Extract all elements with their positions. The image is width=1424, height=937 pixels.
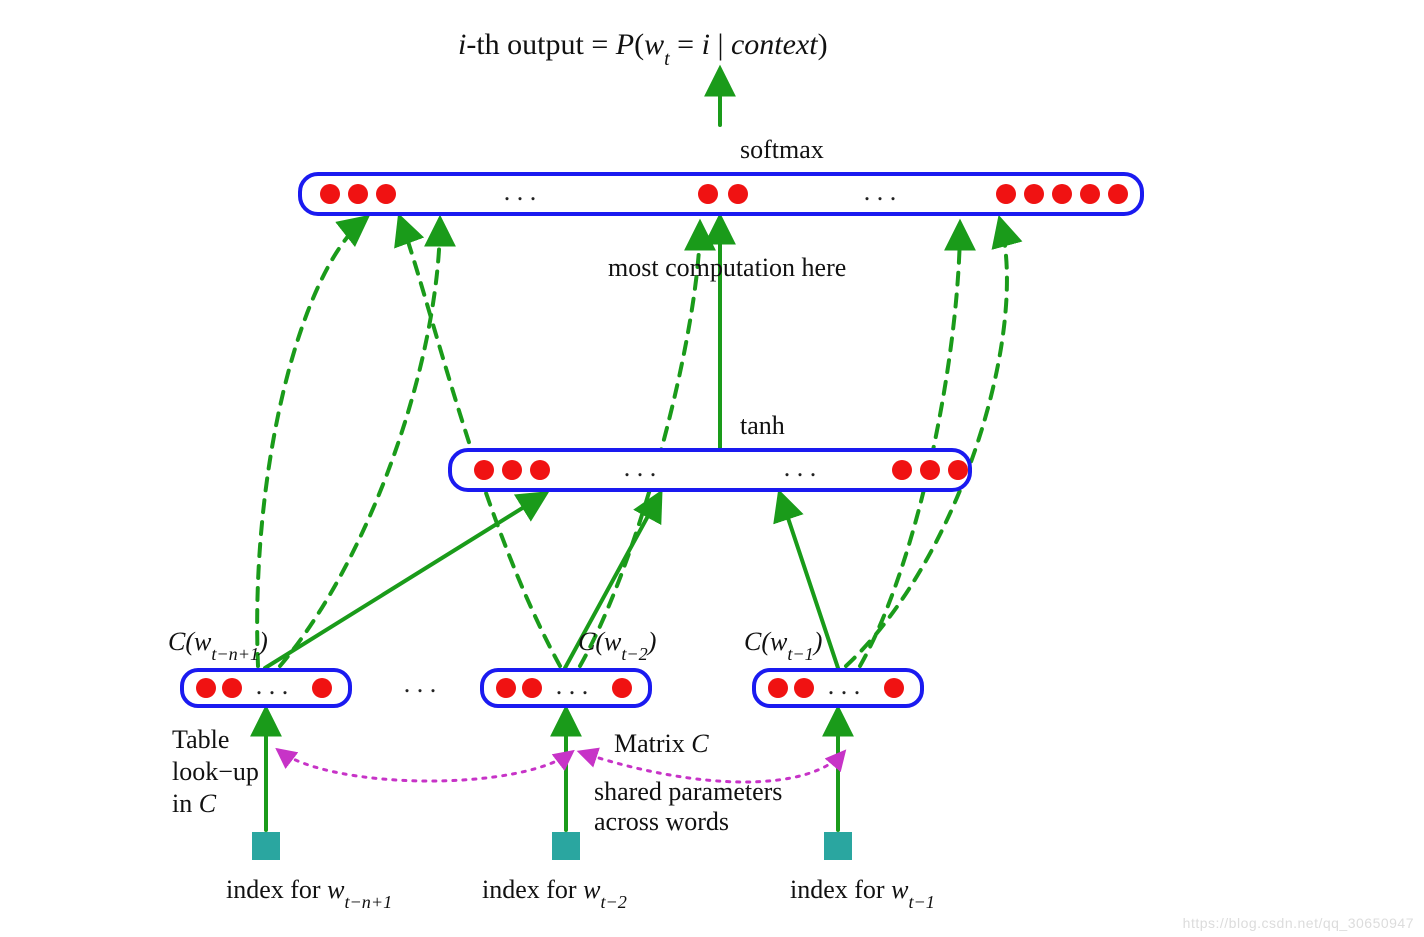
dashed-arrow-5 (580, 224, 700, 666)
ellipsis: . . . (556, 671, 589, 700)
neuron-dot (996, 184, 1016, 204)
neuron-dot (196, 678, 216, 698)
neuron-dot (1052, 184, 1072, 204)
embedding-row-ellipsis: . . . (404, 669, 437, 698)
neuron-dot (794, 678, 814, 698)
dashed-arrow-1 (257, 218, 366, 666)
neuron-dot (312, 678, 332, 698)
embedding-layer-2-label: C(wt−2) (578, 627, 656, 664)
skip-connection-arrows (257, 218, 1007, 666)
ellipsis: . . . (784, 453, 817, 482)
ellipsis: . . . (828, 671, 861, 700)
matrix-c-label: Matrix C (614, 729, 709, 758)
neuron-dot (502, 460, 522, 480)
table-lookup-line-1: Table (172, 725, 229, 754)
neuron-dot (530, 460, 550, 480)
neuron-dot (1108, 184, 1128, 204)
embedding-layer-2: . . . C(wt−2) (482, 627, 656, 706)
embedding-layer-1-label: C(wt−n+1) (168, 627, 268, 664)
neuron-dot (320, 184, 340, 204)
dashed-arrow-4 (280, 220, 440, 666)
neuron-dot (474, 460, 494, 480)
neuron-dot (1024, 184, 1044, 204)
neuron-dot (1080, 184, 1100, 204)
ellipsis: . . . (624, 453, 657, 482)
neuron-dot (884, 678, 904, 698)
dashed-arrow-3 (846, 220, 1007, 666)
solid-arrow-3 (265, 494, 545, 668)
input-index-square-3 (824, 832, 852, 860)
neuron-dot (698, 184, 718, 204)
softmax-layer: . . . . . . softmax (300, 135, 1142, 214)
tanh-layer: . . . . . . tanh (450, 411, 970, 490)
embedding-layer-3: . . .C(wt−1) (744, 627, 922, 706)
ellipsis: . . . (256, 671, 289, 700)
index-label-1: index for wt−n+1 (226, 875, 392, 912)
neuron-dot (728, 184, 748, 204)
solid-arrow-5 (780, 494, 838, 668)
ellipsis: . . . (504, 177, 537, 206)
nnlm-diagram: . . .. . .softmax. . .. . .tanh. . .C(wt… (0, 0, 1424, 937)
neuron-dot (892, 460, 912, 480)
neuron-dot (376, 184, 396, 204)
index-label-3: index for wt−1 (790, 875, 935, 912)
neuron-dot (920, 460, 940, 480)
neuron-dot (948, 460, 968, 480)
input-index-square-1 (252, 832, 280, 860)
embedding-layer-3-label: C(wt−1) (744, 627, 822, 664)
ellipsis: . . . (864, 177, 897, 206)
most-computation-label: most computation here (608, 253, 846, 282)
neuron-dot (768, 678, 788, 698)
watermark-text: https://blog.csdn.net/qq_30650947 (1183, 915, 1414, 931)
dashed-arrow-2 (400, 218, 560, 666)
neuron-dot (612, 678, 632, 698)
shared-params-line-1: shared parameters (594, 777, 782, 806)
input-index-square-2 (552, 832, 580, 860)
output-title: i-th output = P(wt = i | context) (458, 28, 828, 70)
dashed-arrow-6 (860, 224, 960, 666)
tanh-layer-label: tanh (740, 411, 785, 440)
table-lookup-line-2: look−up (172, 757, 259, 786)
shared-params-line-2: across words (594, 807, 729, 836)
neuron-dot (522, 678, 542, 698)
neuron-dot (496, 678, 516, 698)
neuron-dot (348, 184, 368, 204)
softmax-layer-label: softmax (740, 135, 824, 164)
input-index-squares (252, 832, 852, 860)
shared-params-curve-1 (278, 750, 572, 781)
neuron-dot (222, 678, 242, 698)
index-label-2: index for wt−2 (482, 875, 627, 912)
table-lookup-line-3: in C (172, 789, 217, 818)
